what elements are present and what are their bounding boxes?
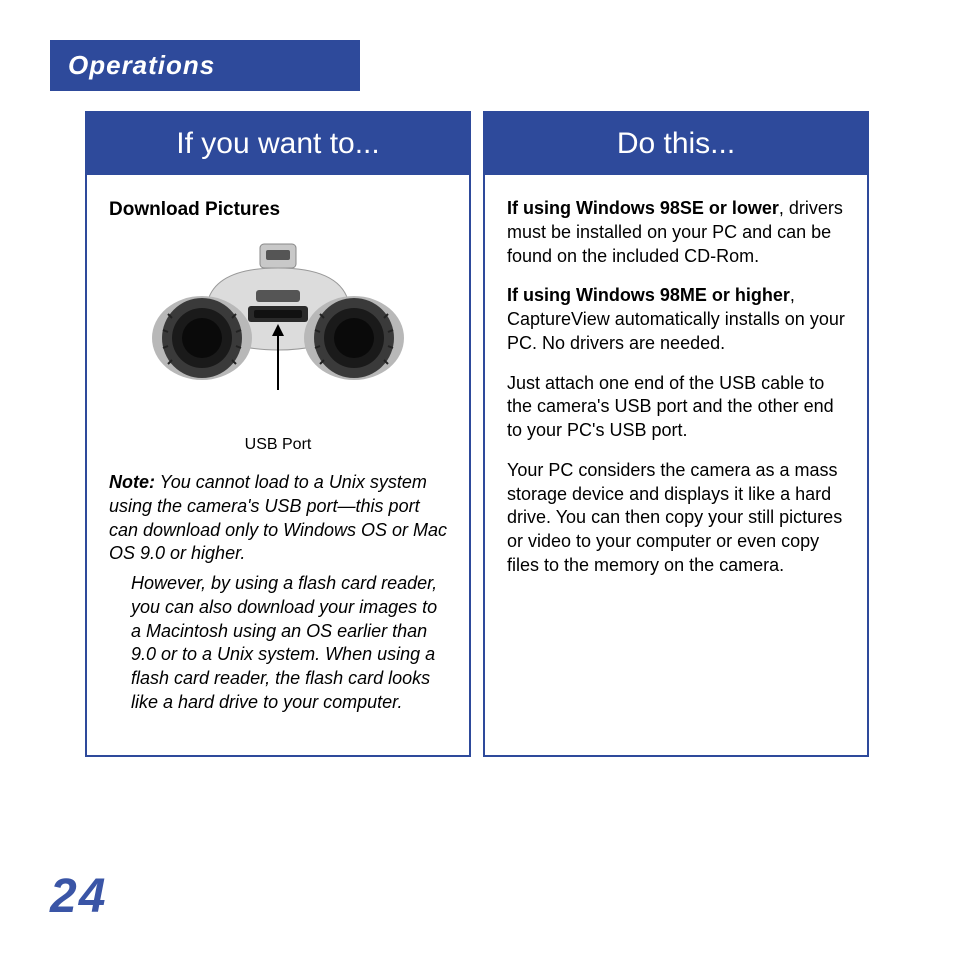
instruction-para-2: If using Windows 98ME or higher, Capture… — [507, 284, 845, 355]
column-want-to-body: Download Pictures — [87, 175, 469, 755]
page-number: 24 — [50, 869, 107, 924]
instruction-para-3: Just attach one end of the USB cable to … — [507, 372, 845, 443]
two-column-layout: If you want to... Download Pictures — [85, 111, 869, 757]
note-text-2: However, by using a flash card reader, y… — [109, 572, 447, 715]
column-do-this: Do this... If using Windows 98SE or lowe… — [483, 111, 869, 757]
column-do-this-body: If using Windows 98SE or lower, drivers … — [485, 175, 867, 634]
binocular-camera-icon — [148, 240, 408, 430]
column-want-to: If you want to... Download Pictures — [85, 111, 471, 757]
column-want-to-header: If you want to... — [87, 113, 469, 175]
column-do-this-header: Do this... — [485, 113, 867, 175]
note-text-1-inline: You cannot load to a Unix system using t… — [109, 472, 447, 563]
device-illustration: USB Port — [109, 240, 447, 455]
section-header: Operations — [50, 40, 360, 91]
note-label: Note: — [109, 472, 155, 492]
instruction-para-1: If using Windows 98SE or lower, drivers … — [507, 197, 845, 268]
usb-port-caption: USB Port — [109, 434, 447, 455]
note-block: Note: You cannot load to a Unix system u… — [109, 471, 447, 715]
instruction-para-4: Your PC considers the camera as a mass s… — [507, 459, 845, 578]
download-pictures-heading: Download Pictures — [109, 197, 447, 222]
para1-lead: If using Windows 98SE or lower — [507, 198, 779, 218]
para2-lead: If using Windows 98ME or higher — [507, 285, 790, 305]
